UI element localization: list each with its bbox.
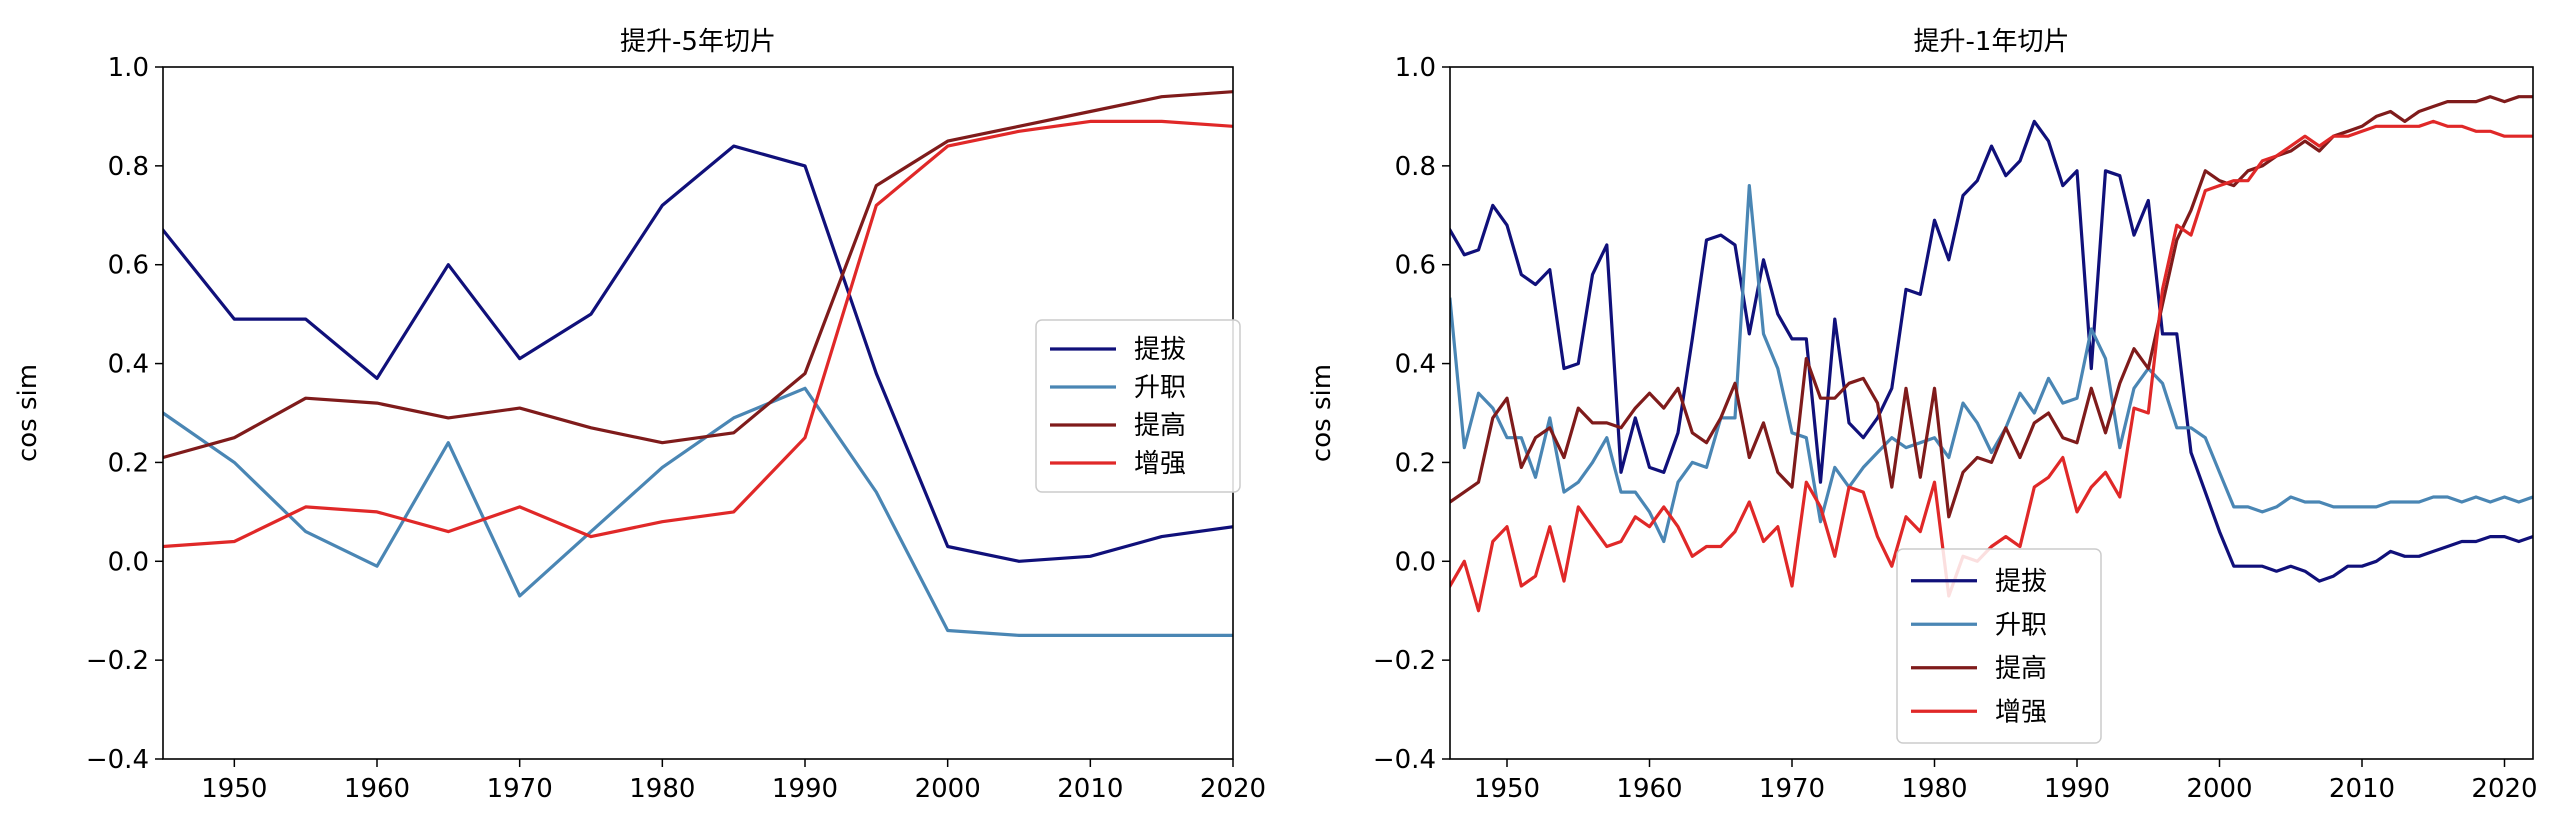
legend-label: 增强 (1995, 697, 2047, 727)
x-tick-label: 1990 (2044, 774, 2110, 804)
x-tick-label: 2020 (2471, 774, 2537, 804)
series-group (1450, 95, 2533, 613)
chart-title: 提升-1年切片 (1914, 27, 2070, 57)
legend-box (1896, 548, 2102, 744)
legend-label: 提高 (1995, 654, 2047, 684)
y-tick-label: −0.2 (86, 646, 149, 676)
x-tick-label: 1980 (1901, 774, 1967, 804)
x-tick-label: 2000 (2186, 774, 2252, 804)
y-tick-label: 1.0 (1395, 53, 1436, 83)
x-tick-label: 1980 (629, 774, 695, 804)
plot-frame (1449, 66, 2534, 760)
y-tick-label: 0.0 (1395, 547, 1436, 577)
legend-label: 升职 (1134, 373, 1186, 403)
x-tick-label: 1960 (1616, 774, 1682, 804)
series-group (163, 90, 1233, 638)
chart-panel-1: 提升-5年切片 cos sim −0.4 −0.2 0.0 0.2 0.4 0.6 0.8 1.0… (13, 27, 1266, 804)
x-tick-label: 1950 (201, 774, 267, 804)
legend-label: 提高 (1134, 411, 1186, 441)
x-tick-label: 2000 (915, 774, 981, 804)
y-tick-label: −0.4 (1373, 745, 1436, 775)
series-line-1 (163, 144, 1233, 563)
x-tick-label: 1970 (1759, 774, 1825, 804)
y-axis-label: cos sim (13, 364, 43, 462)
y-tick-label: 1.0 (108, 53, 149, 83)
series-line-2 (1450, 184, 2533, 544)
y-tick-label: 0.6 (108, 251, 149, 281)
x-tick-label: 1950 (1474, 774, 1540, 804)
legend-label: 增强 (1134, 449, 1186, 479)
x-tick-label: 2020 (1200, 774, 1266, 804)
y-tick-label: 0.4 (1395, 350, 1436, 380)
x-tick-label: 2010 (2329, 774, 2395, 804)
x-tick-label: 2010 (1057, 774, 1123, 804)
series-line-1 (1450, 119, 2533, 583)
x-tick-label: 1970 (487, 774, 553, 804)
y-tick-label: 0.0 (108, 547, 149, 577)
series-line-4 (163, 119, 1233, 549)
y-tick-label: −0.2 (1373, 646, 1436, 676)
series-line-2 (163, 386, 1233, 638)
y-tick-label: 0.8 (108, 152, 149, 182)
legend-label: 提拔 (1134, 335, 1186, 365)
y-tick-label: 0.4 (108, 350, 149, 380)
series-line-4 (1450, 119, 2533, 613)
series-line-3 (163, 90, 1233, 460)
legend-box (1035, 319, 1241, 493)
x-tick-label: 1990 (772, 774, 838, 804)
legend-label: 升职 (1995, 610, 2047, 640)
y-tick-label: 0.2 (108, 448, 149, 478)
x-tick-label: 1960 (344, 774, 410, 804)
y-axis-label: cos sim (1307, 364, 1337, 462)
chart-panel-2: 提升-1年切片 cos sim −0.4 −0.2 0.0 0.2 0.4 0.6 0.8 1.0… (1307, 27, 2538, 804)
y-tick-label: 0.6 (1395, 251, 1436, 281)
chart-title: 提升-5年切片 (620, 27, 776, 57)
series-line-3 (1450, 95, 2533, 519)
y-tick-label: 0.8 (1395, 152, 1436, 182)
y-tick-label: 0.2 (1395, 448, 1436, 478)
legend-label: 提拔 (1995, 567, 2047, 597)
y-tick-label: −0.4 (86, 745, 149, 775)
